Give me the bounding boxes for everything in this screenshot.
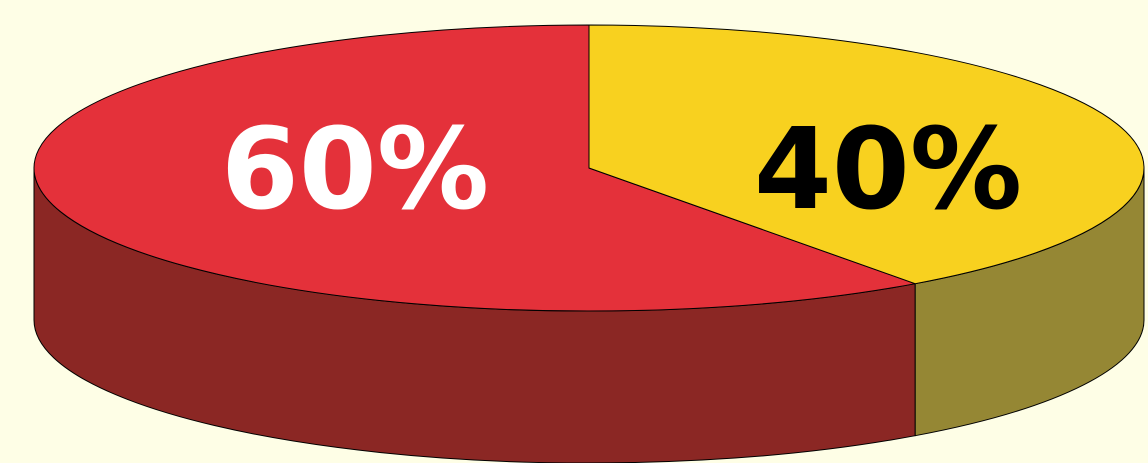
pie-slice-60	[33, 24, 918, 312]
pie-tops	[33, 24, 1145, 312]
pie-labels: 60% 40%	[221, 105, 1022, 235]
slice-label-40: 40%	[754, 105, 1022, 235]
slice-label-60: 60%	[221, 105, 489, 235]
pie-slice-40	[588, 24, 1145, 285]
